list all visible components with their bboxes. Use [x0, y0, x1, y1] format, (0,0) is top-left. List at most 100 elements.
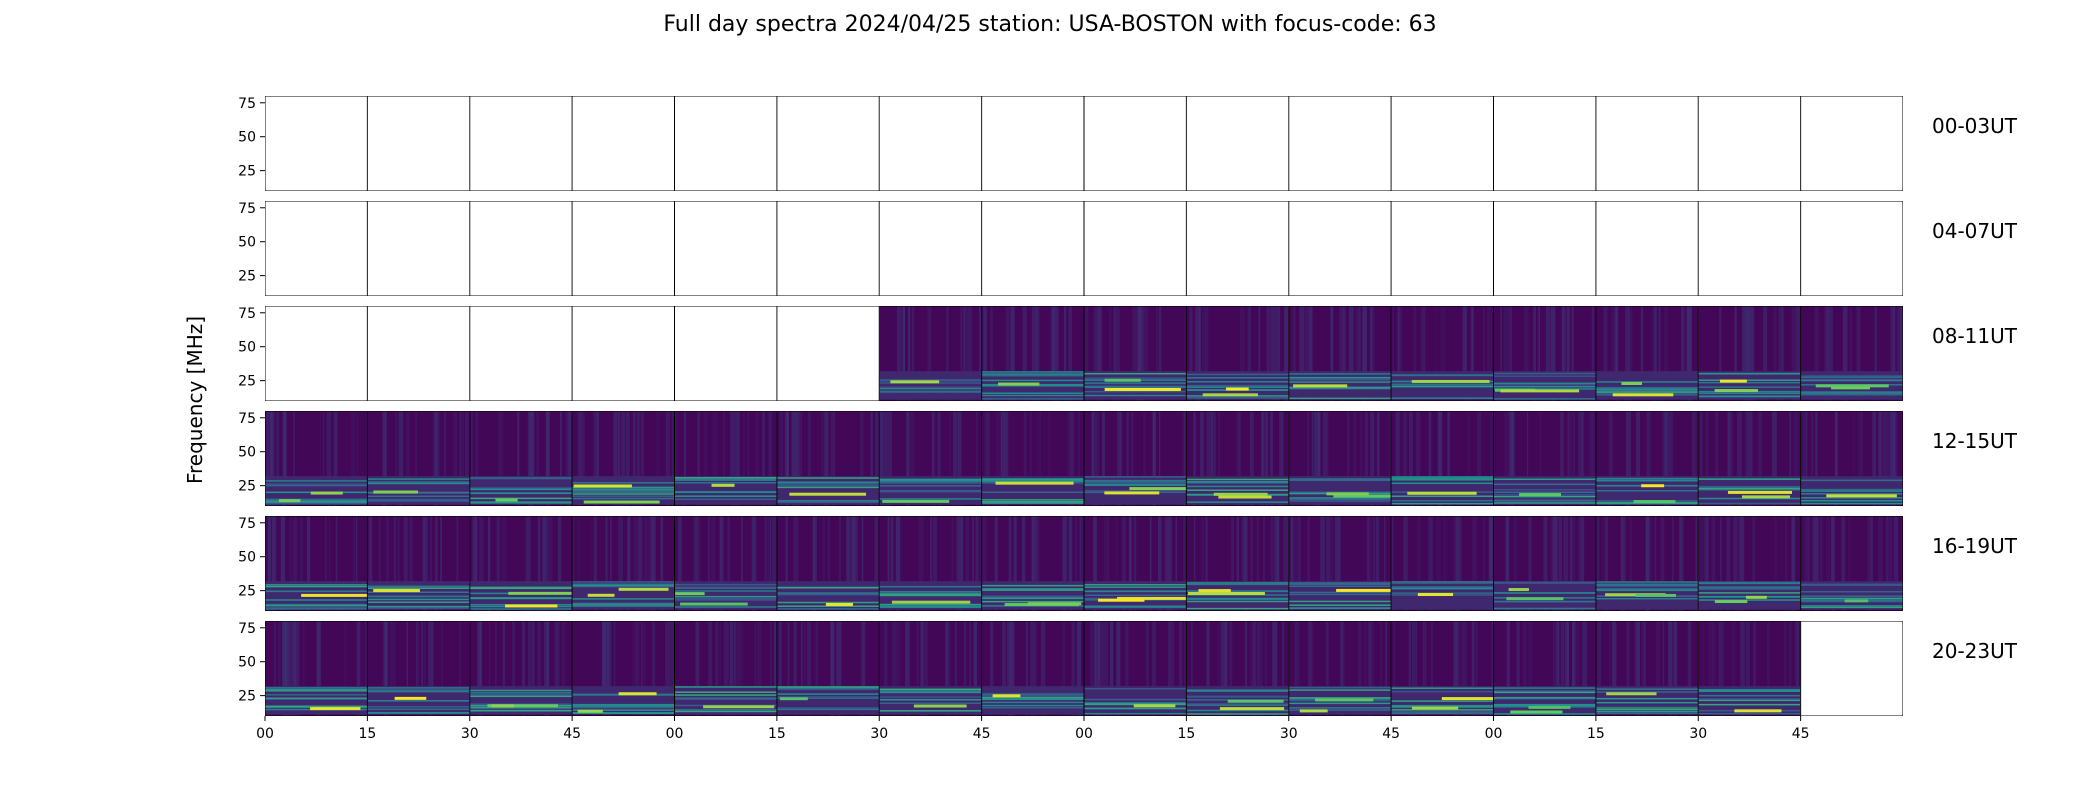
spectrogram-panel — [265, 306, 368, 401]
row-label: 12-15UT — [1932, 429, 2018, 453]
spectrogram-panel — [469, 96, 573, 191]
spectrogram-panel — [265, 621, 368, 716]
spectrogram-panel — [879, 516, 982, 611]
spectrogram-panel — [1391, 96, 1494, 191]
spectrogram-panel — [1084, 201, 1187, 296]
spectrogram-panel — [1186, 96, 1289, 191]
spectrogram-panel — [1084, 621, 1187, 716]
panel-frame — [1800, 96, 1903, 191]
y-tick-label: 25 — [238, 479, 256, 495]
spectrogram-panel — [1595, 516, 1699, 611]
spectrogram-panel — [1800, 621, 1903, 716]
spectrogram-panel — [1493, 201, 1596, 296]
spectrogram-panel — [1800, 516, 1903, 611]
panel-frame — [572, 306, 675, 401]
panel-frame — [776, 201, 880, 296]
spectrogram-panel — [1595, 621, 1699, 716]
spectrogram-panel — [776, 621, 880, 716]
spectrogram-panel — [1288, 306, 1392, 401]
panel-frame — [674, 306, 777, 401]
spectrogram-panel — [981, 411, 1084, 506]
spectrogram-panel — [981, 516, 1084, 611]
panel-frame — [1391, 96, 1494, 191]
spectrogram-panel — [1391, 621, 1494, 716]
spectrogram-panel — [1084, 96, 1187, 191]
spectrogram-panel — [1698, 96, 1801, 191]
x-tick-label: 00 — [666, 726, 684, 742]
spectrogram-panel — [1595, 96, 1699, 191]
spectrogram-panel — [776, 411, 880, 506]
panel-frame — [674, 96, 777, 191]
x-tick-label: 45 — [1382, 726, 1400, 742]
spectrogram-panel — [1698, 621, 1801, 716]
panel-frame — [469, 96, 573, 191]
spectrogram-panel — [879, 621, 982, 716]
panel-frame — [1288, 96, 1392, 191]
spectrogram-panel — [879, 306, 982, 401]
panel-frame — [1800, 201, 1903, 296]
spectrogram-panel — [674, 306, 777, 401]
spectrogram-panel — [1698, 201, 1801, 296]
spectrogram-panel — [367, 201, 470, 296]
panel-frame — [879, 96, 982, 191]
y-tick-label: 50 — [238, 445, 256, 461]
spectrogram-panel — [776, 306, 880, 401]
spectrogram-panel — [1186, 516, 1289, 611]
spectrogram-panel — [367, 96, 470, 191]
panel-frame — [469, 306, 573, 401]
panel-frame — [367, 96, 470, 191]
panel-frame — [1800, 621, 1903, 716]
spectrogram-panel — [981, 96, 1084, 191]
panel-frame — [1288, 201, 1392, 296]
panel-frame — [1595, 96, 1699, 191]
x-tick-label: 45 — [563, 726, 581, 742]
panel-frame — [367, 306, 470, 401]
spectrogram-panel — [1493, 306, 1596, 401]
y-tick-label: 25 — [238, 689, 256, 705]
spectrogram-panel — [367, 411, 470, 506]
spectrogram-panel — [674, 621, 777, 716]
y-tick-label: 50 — [238, 655, 256, 671]
spectrogram-panel — [1595, 306, 1699, 401]
spectrogram-panel — [1800, 201, 1903, 296]
spectrogram-panel — [1084, 306, 1187, 401]
panel-frame — [1698, 201, 1801, 296]
spectrogram-panel — [1493, 621, 1596, 716]
panel-frame — [1186, 96, 1289, 191]
y-tick-label: 50 — [238, 235, 256, 251]
spectrogram-panel — [1084, 411, 1187, 506]
spectrogram-panel — [1493, 411, 1596, 506]
y-tick-label: 75 — [238, 516, 256, 532]
spectrogram-panel — [1186, 306, 1289, 401]
y-tick-label: 25 — [238, 164, 256, 180]
spectrogram-panel — [1391, 516, 1494, 611]
spectrogram-panel — [981, 306, 1084, 401]
spectrogram-panel — [1800, 306, 1903, 401]
spectrogram-panel — [572, 306, 675, 401]
x-tick-label: 15 — [768, 726, 786, 742]
x-tick-label: 30 — [870, 726, 888, 742]
panel-frame — [265, 201, 368, 296]
x-tick-label: 30 — [1280, 726, 1298, 742]
y-tick-label: 75 — [238, 306, 256, 322]
row-label: 16-19UT — [1932, 534, 2018, 558]
spectrogram-panel — [1595, 201, 1699, 296]
spectrogram-panel — [1391, 201, 1494, 296]
panel-frame — [367, 201, 470, 296]
spectrogram-panel — [1186, 201, 1289, 296]
spectrogram-panel — [265, 201, 368, 296]
panel-frame — [1084, 96, 1187, 191]
spectrogram-panel — [674, 516, 777, 611]
spectrogram-panel — [367, 306, 470, 401]
row-label: 20-23UT — [1932, 639, 2018, 663]
panel-frame — [572, 201, 675, 296]
spectrogram-panel — [572, 96, 675, 191]
spectrogram-panel — [1186, 621, 1289, 716]
panel-frame — [1391, 201, 1494, 296]
x-tick-label: 00 — [1075, 726, 1093, 742]
spectrogram-panel — [879, 201, 982, 296]
spectrogram-panel — [572, 411, 675, 506]
spectrogram-panel — [1698, 306, 1801, 401]
y-tick-label: 25 — [238, 584, 256, 600]
spectrogram-panel — [469, 411, 573, 506]
